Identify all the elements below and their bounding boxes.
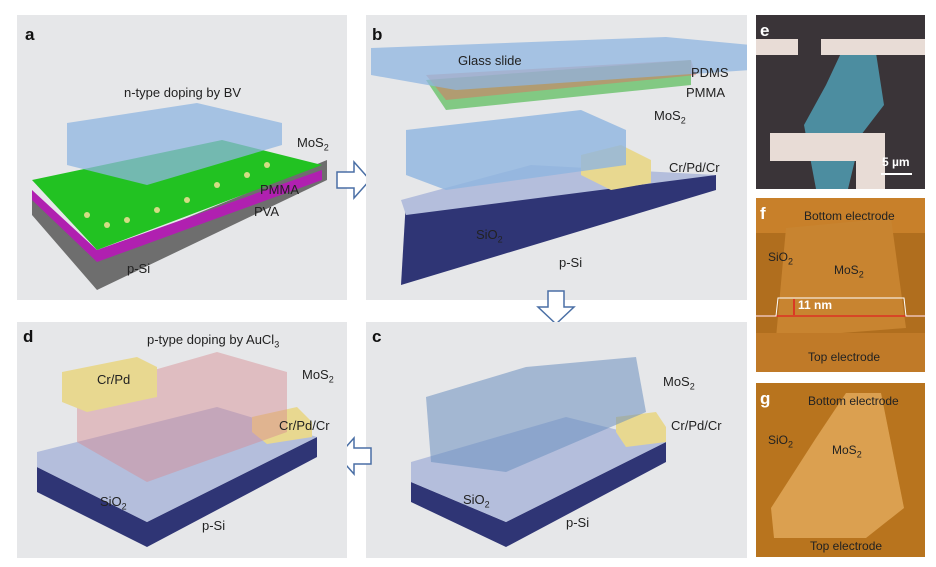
label-mos2: MoS2 (832, 443, 862, 460)
optical-micrograph (756, 39, 925, 189)
panel-label-g: g (760, 389, 771, 408)
scale-bar-label: 5 µm (882, 155, 910, 169)
label-pmma: PMMA (260, 182, 299, 197)
panel-label-c: c (372, 327, 382, 346)
device-schematic-c (411, 357, 666, 547)
label-top-electrode: Top electrode (808, 350, 881, 364)
label-pva: PVA (254, 204, 280, 219)
label-bottom-electrode: Bottom electrode (808, 394, 899, 408)
panel-d: d p-type doping by AuCl3 MoS2 Cr/Pd Cr/P… (17, 322, 347, 558)
label-p-si: p-Si (127, 261, 151, 276)
panel-c: c MoS2 Cr/Pd/Cr SiO2 p-Si (366, 322, 747, 558)
panel-a: a n-type doping by BV MoS2 PMMA PVA p-Si (17, 15, 347, 300)
arrow-down-icon (536, 290, 576, 326)
label-sio2: SiO2 (100, 494, 127, 512)
label-electrode: Cr/Pd/Cr (669, 160, 720, 175)
panel-label-f: f (760, 204, 766, 223)
panel-b: b Glass slide PDMS PMMA MoS2 Cr/Pd/Cr Si… (366, 15, 747, 300)
label-n-type-doping: n-type doping by BV (124, 85, 242, 100)
label-pmma: PMMA (686, 85, 725, 100)
label-p-si: p-Si (566, 515, 590, 530)
device-schematic-d (37, 352, 317, 547)
label-mos2: MoS2 (297, 135, 329, 153)
label-mos2: MoS2 (663, 374, 695, 392)
label-glass-slide: Glass slide (458, 53, 522, 68)
device-schematic-b (371, 37, 747, 285)
label-top-electrode: Cr/Pd (97, 372, 131, 387)
device-schematic-a (32, 103, 327, 290)
afm-height-map (756, 198, 925, 372)
label-p-si: p-Si (202, 518, 226, 533)
label-mos2: MoS2 (302, 367, 334, 385)
label-height-11nm: 11 nm (798, 298, 833, 312)
label-p-type-doping: p-type doping by AuCl3 (147, 332, 280, 350)
label-pdms: PDMS (691, 65, 729, 80)
label-mos2: MoS2 (654, 108, 686, 126)
label-mos2: MoS2 (834, 263, 864, 280)
panel-label-e: e (760, 21, 770, 40)
panel-label-a: a (25, 25, 35, 44)
label-p-si: p-Si (559, 255, 583, 270)
panel-label-b: b (372, 25, 383, 44)
panel-f-afm-image: f Bottom electrode SiO2 MoS2 11 nm Top e… (756, 198, 925, 372)
label-sio2: SiO2 (463, 492, 490, 510)
panel-label-d: d (23, 327, 34, 346)
label-sio2: SiO2 (768, 250, 794, 267)
panel-g-kpfm-image: g Bottom electrode SiO2 MoS2 Top electro… (756, 383, 925, 557)
label-sio2: SiO2 (768, 433, 794, 450)
label-sio2: SiO2 (476, 227, 503, 245)
label-top-electrode: Top electrode (810, 539, 883, 553)
label-bottom-electrode: Bottom electrode (804, 209, 895, 223)
panel-e-optical-image: e 5 µm (756, 15, 925, 189)
surface-potential-map (771, 393, 904, 538)
label-electrode: Cr/Pd/Cr (279, 418, 330, 433)
arrow-right-icon (336, 160, 372, 200)
label-electrode: Cr/Pd/Cr (671, 418, 722, 433)
